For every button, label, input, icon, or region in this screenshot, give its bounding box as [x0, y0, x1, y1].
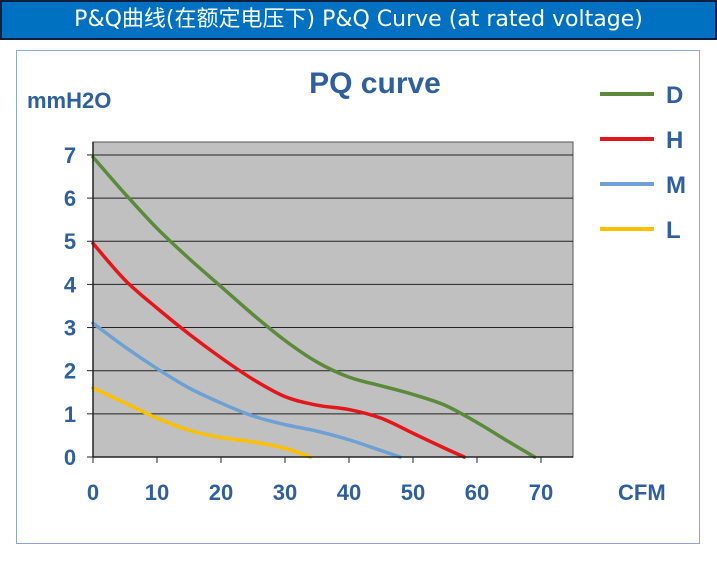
tick-labels: 0 10 20 30 40 50 60 70 0 1 2 3 4 5 6 7 — [64, 143, 553, 505]
legend-label-m: M — [666, 172, 686, 199]
y-tick-label: 7 — [64, 143, 76, 168]
legend-label-l: L — [666, 217, 681, 244]
series-line-m — [91, 321, 402, 459]
y-tick-label: 0 — [64, 445, 76, 470]
x-tick-label: 60 — [465, 480, 489, 505]
legend-label-d: D — [666, 82, 683, 109]
series-line-l — [91, 386, 313, 459]
y-tick-label: 5 — [64, 229, 76, 254]
series-layer — [91, 155, 537, 459]
y-tick-label: 2 — [64, 359, 76, 384]
x-tick-label: 30 — [273, 480, 297, 505]
y-tick-label: 1 — [64, 402, 76, 427]
series-line-h — [91, 241, 466, 459]
series-line-d — [91, 155, 537, 459]
x-tick-label: 50 — [401, 480, 425, 505]
x-axis-label: CFM — [618, 480, 666, 505]
y-tick-label: 3 — [64, 316, 76, 341]
y-tick-label: 4 — [64, 272, 77, 297]
axes — [87, 142, 573, 463]
x-tick-label: 70 — [529, 480, 553, 505]
x-tick-label: 0 — [87, 480, 99, 505]
legend-label-h: H — [666, 127, 683, 154]
plot-area — [92, 141, 574, 458]
y-axis-label: mmH2O — [27, 88, 111, 113]
title-banner: P&Q曲线(在额定电压下) P&Q Curve (at rated voltag… — [0, 0, 717, 40]
x-tick-label: 20 — [209, 480, 233, 505]
x-tick-label: 10 — [145, 480, 169, 505]
y-tick-label: 6 — [64, 186, 76, 211]
x-tick-label: 40 — [337, 480, 361, 505]
chart-title: PQ curve — [309, 67, 441, 100]
